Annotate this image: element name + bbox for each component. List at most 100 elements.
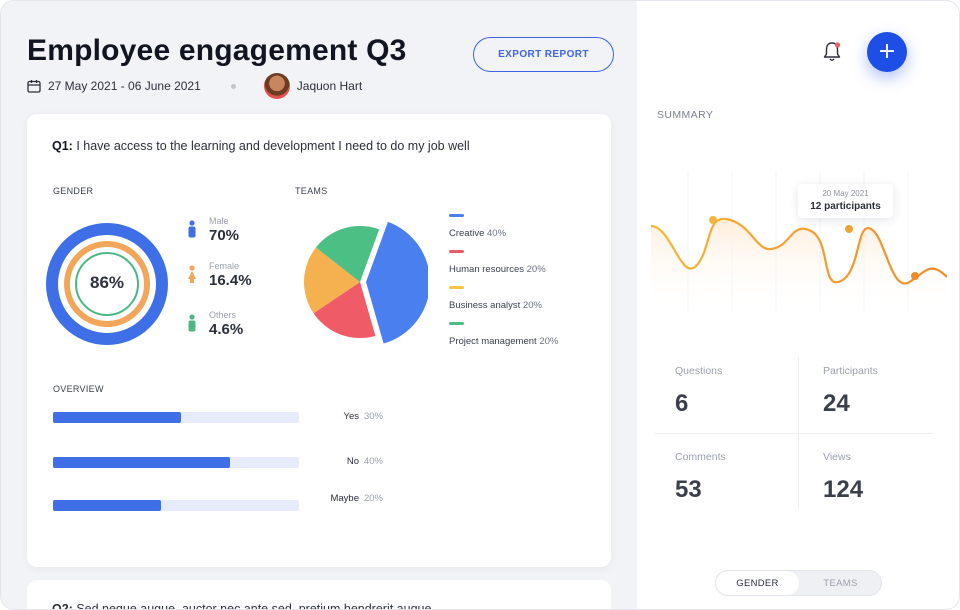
stat-value: 124 — [823, 476, 864, 503]
tooltip-date: 20 May 2021 — [822, 189, 869, 198]
overview-answer: No — [346, 456, 359, 467]
other-person-icon — [188, 314, 196, 332]
pie-slice-human-resources — [313, 282, 376, 338]
stat-label: Views — [823, 451, 851, 463]
gender-item-label: Others — [209, 310, 237, 320]
question-2-number: Q2: — [52, 602, 73, 610]
overview-label-no: No 40% — [263, 456, 383, 467]
legend-swatch — [449, 214, 464, 217]
avatar[interactable] — [263, 73, 290, 99]
teams-pie-chart — [304, 221, 428, 344]
legend-name: Business analyst — [449, 300, 521, 311]
pie-slice-business-analyst — [304, 247, 360, 314]
overview-answer: Yes — [343, 411, 359, 422]
overview-label-yes: Yes 30% — [263, 411, 383, 422]
page-title: Employee engagement Q3 — [27, 34, 407, 67]
gender-item-value: 70% — [209, 227, 240, 244]
pie-slice-creative — [366, 221, 428, 344]
export-report-button[interactable]: EXPORT REPORT — [473, 37, 614, 72]
stat-comments: Comments 53 — [655, 443, 794, 519]
donut-inner-ring — [75, 252, 139, 316]
teams-legend: Creative 40% Human resources 20% Busines… — [449, 214, 558, 358]
donut-middle-ring — [64, 241, 150, 327]
overview-label: OVERVIEW — [53, 384, 104, 394]
date-range: 27 May 2021 - 06 June 2021 — [48, 79, 201, 93]
legend-pct: 40% — [487, 228, 507, 239]
legend-pct: 20% — [522, 300, 542, 311]
user-name[interactable]: Jaquon Hart — [296, 79, 363, 93]
calendar-icon — [27, 80, 41, 93]
question-text: Q1: I have access to the learning and de… — [52, 139, 470, 153]
male-person-icon — [188, 220, 196, 238]
donut-center-value: 86% — [89, 273, 125, 292]
overview-bar-track — [53, 412, 299, 423]
overview-row-no: No 40% — [53, 456, 383, 470]
chart-area — [651, 218, 947, 311]
overview-bar-fill — [53, 500, 162, 511]
gender-item-label: Female — [209, 261, 240, 271]
main-panel: Employee engagement Q3 27 May 2021 - 06 … — [1, 1, 637, 610]
legend-item-business-analyst: Business analyst 20% — [449, 286, 558, 322]
stat-value: 24 — [823, 390, 850, 417]
legend-item-project-management: Project management 20% — [449, 322, 558, 358]
stat-questions: Questions 6 — [655, 357, 794, 433]
overview-bar-fill — [53, 457, 231, 468]
overview-answer: Maybe — [330, 493, 359, 504]
pie-slice-project-management — [315, 226, 380, 282]
overview-row-yes: Yes 30% — [53, 411, 383, 425]
chart-point — [911, 272, 919, 280]
stat-participants: Participants 24 — [803, 357, 942, 433]
bell-icon[interactable] — [822, 41, 842, 63]
overview-row-maybe: Maybe 20% — [53, 493, 383, 513]
legend-swatch — [449, 286, 464, 289]
summary-label: SUMMARY — [657, 109, 714, 121]
gender-item-label: Male — [209, 216, 229, 226]
gender-item-value: 4.6% — [209, 321, 244, 338]
gender-item-female: Female 16.4% — [187, 261, 252, 289]
stat-views: Views 124 — [803, 443, 942, 519]
participants-line-chart — [651, 171, 947, 311]
teams-label: TEAMS — [295, 186, 328, 196]
legend-pct: 20% — [539, 336, 559, 347]
donut-outer-ring — [46, 223, 168, 345]
gender-item-value: 16.4% — [209, 272, 252, 289]
overview-bar-fill — [53, 412, 181, 423]
overview-pct: 30% — [363, 411, 383, 422]
overview-pct: 20% — [363, 493, 383, 504]
stat-label: Questions — [675, 365, 723, 377]
legend-name: Human resources — [449, 264, 524, 275]
add-button[interactable]: + — [867, 32, 907, 72]
gender-donut-chart — [46, 223, 168, 345]
legend-name: Project management — [449, 336, 537, 347]
toggle-gender[interactable]: GENDER — [716, 571, 799, 595]
summary-sidebar: + SUMMARY 20 May 2021 — [637, 1, 959, 609]
stat-value: 53 — [675, 476, 702, 503]
overview-bar-track — [53, 500, 299, 511]
female-person-icon — [188, 265, 196, 283]
stats-divider-horizontal — [655, 433, 933, 434]
legend-item-creative: Creative 40% — [449, 214, 558, 250]
question-card-2: Q2: Sed neque augue, auctor nec ante sed… — [27, 580, 611, 610]
legend-item-human-resources: Human resources 20% — [449, 250, 558, 286]
gender-label: GENDER — [53, 186, 94, 196]
overview-pct: 40% — [363, 456, 383, 467]
toggle-teams[interactable]: TEAMS — [799, 571, 881, 595]
chart-line — [651, 217, 947, 285]
legend-name: Creative — [449, 228, 485, 239]
stat-label: Participants — [823, 365, 878, 377]
overview-bar-track — [53, 457, 299, 468]
overview-label-maybe: Maybe 20% — [263, 493, 383, 504]
legend-swatch — [449, 322, 464, 325]
chart-point — [845, 225, 853, 233]
gender-teams-toggle: GENDER TEAMS — [715, 570, 882, 596]
stat-value: 6 — [675, 390, 689, 417]
stat-label: Comments — [675, 451, 726, 463]
gender-item-others: Others 4.6% — [187, 310, 243, 338]
question-2-text: Q2: Sed neque augue, auctor nec ante sed… — [52, 602, 435, 610]
question-card: Q1: I have access to the learning and de… — [27, 114, 611, 567]
report-meta: 27 May 2021 - 06 June 2021 Jaquon Hart — [27, 73, 362, 99]
chart-point — [709, 216, 717, 224]
question-body: I have access to the learning and develo… — [72, 139, 470, 153]
question-number: Q1: — [52, 139, 73, 153]
